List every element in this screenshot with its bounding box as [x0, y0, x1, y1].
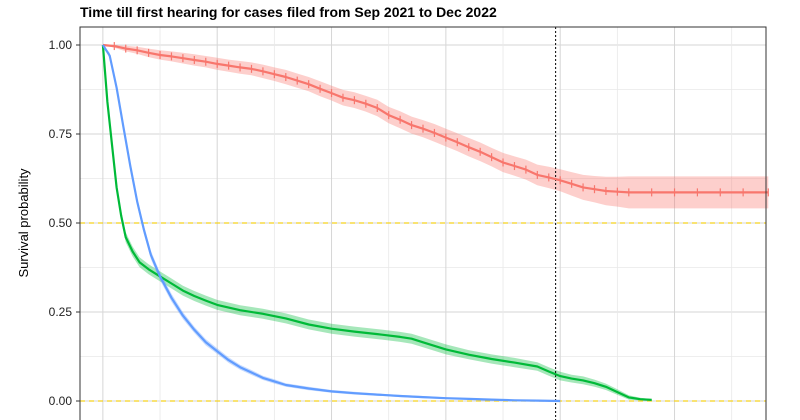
y-axis: 0.00 0.25 0.50 0.75 1.00: [49, 38, 80, 408]
panel-border: [79, 26, 767, 420]
y-tick-label: 0.00: [49, 394, 73, 408]
y-tick-label: 0.75: [49, 127, 73, 141]
y-tick-label: 1.00: [49, 38, 73, 52]
confidence-band: [102, 45, 652, 401]
y-tick-label: 0.25: [49, 305, 73, 319]
y-axis-label: Survival probability: [16, 168, 31, 278]
confidence-bands: [102, 45, 769, 401]
survival-curves: [101, 42, 769, 403]
reference-lines: [80, 27, 766, 420]
confidence-band: [102, 45, 769, 209]
survival-curve: [101, 44, 652, 401]
chart-title: Time till first hearing for cases filed …: [80, 4, 497, 20]
survival-curve: [101, 44, 561, 403]
survival-curve: [102, 43, 769, 194]
y-tick-label: 0.50: [49, 216, 73, 230]
grid: [80, 27, 766, 420]
